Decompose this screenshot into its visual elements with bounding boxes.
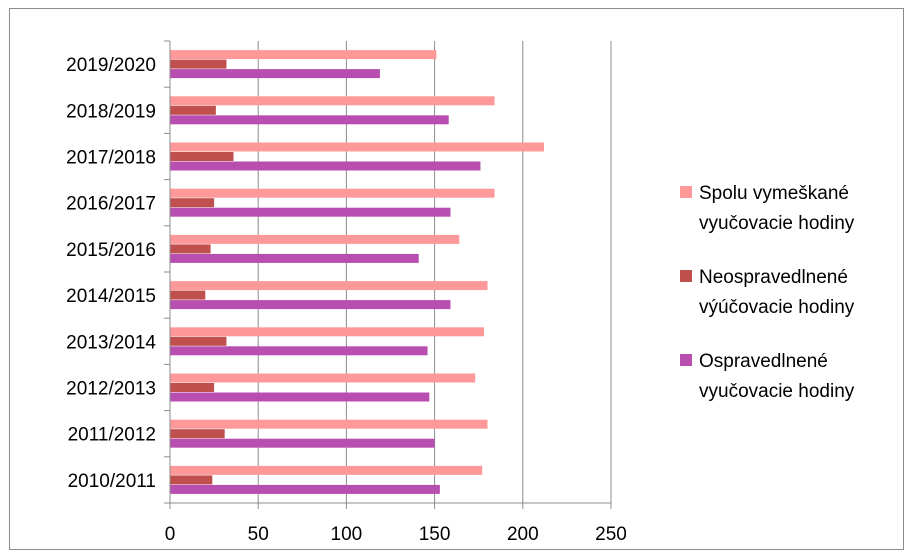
- bar-series2-2014-2015: [170, 290, 206, 300]
- x-tick-label-50: 50: [248, 524, 269, 545]
- category-label-2010-2011: 2010/2011: [68, 471, 156, 492]
- x-tick-label-0: 0: [165, 524, 176, 545]
- bar-series2-2012-2013: [170, 383, 215, 392]
- bar-series1-2016-2017: [170, 188, 495, 198]
- bar-series2-2018-2019: [170, 105, 216, 115]
- bar-series1-2019-2020: [170, 50, 437, 60]
- x-tick-label-250: 250: [595, 524, 627, 545]
- bar-series3-2019-2020: [170, 69, 380, 79]
- x-tick-label-200: 200: [507, 524, 539, 545]
- bar-series2-2013-2014: [170, 336, 227, 346]
- gridlines: [257, 41, 612, 503]
- bar-series3-2012-2013: [170, 392, 430, 402]
- category-label-2014-2015: 2014/2015: [66, 286, 156, 307]
- category-label-2011-2012: 2011/2012: [68, 425, 156, 446]
- bar-series3-2016-2017: [170, 207, 451, 217]
- bar-series2-2011-2012: [170, 429, 225, 439]
- legend-label-1: Spolu vymeškané: [699, 183, 849, 204]
- legend-label-3: Ospravedlnené: [699, 351, 828, 372]
- bar-series2-2017-2018: [170, 152, 234, 161]
- bar-series3-2018-2019: [170, 115, 449, 125]
- legend-label-1: vyučovacie hodiny: [699, 213, 855, 234]
- category-label-2019-2020: 2019/2020: [66, 55, 156, 76]
- bar-series2-2019-2020: [170, 59, 227, 69]
- legend-label-2: Neospravedlnené: [699, 267, 848, 288]
- category-labels: 2010/2011 2011/2012 2012/2013 2013/2014 2014…: [66, 55, 156, 492]
- bar-series1-2017-2018: [170, 142, 544, 152]
- legend-swatch-2: [680, 270, 692, 282]
- bar-series1-2014-2015: [170, 281, 488, 291]
- bar-series1-2012-2013: [170, 373, 476, 383]
- x-tick-label-100: 100: [331, 524, 363, 545]
- legend-label-3: vyučovacie hodiny: [699, 381, 855, 402]
- bar-series3-2017-2018: [170, 161, 481, 171]
- bar-series3-2010-2011: [170, 484, 440, 494]
- category-label-2012-2013: 2012/2013: [66, 379, 156, 400]
- legend-label-2: výúčovacie hodiny: [699, 297, 855, 318]
- category-label-2013-2014: 2013/2014: [66, 332, 156, 353]
- category-label-2015-2016: 2015/2016: [66, 240, 156, 261]
- legend-swatch-1: [680, 186, 692, 198]
- bar-series1-2018-2019: [170, 96, 495, 106]
- bar-series3-2015-2016: [170, 253, 419, 263]
- legend-swatch-3: [680, 354, 692, 366]
- bar-series1-2010-2011: [170, 465, 483, 475]
- x-tick-labels: 0 50 100 150 200 250: [165, 524, 627, 545]
- bar-series2-2010-2011: [170, 475, 213, 485]
- bar-series1-2015-2016: [170, 234, 460, 244]
- bars: [170, 50, 544, 494]
- bar-series3-2011-2012: [170, 438, 435, 448]
- category-label-2016-2017: 2016/2017: [66, 194, 156, 215]
- bar-series2-2016-2017: [170, 198, 215, 208]
- bar-series3-2013-2014: [170, 346, 428, 356]
- category-label-2017-2018: 2017/2018: [66, 148, 156, 169]
- bar-series1-2011-2012: [170, 419, 488, 429]
- bar-series2-2015-2016: [170, 244, 211, 254]
- legend: Spolu vymeškané vyučovacie hodiny Neosprav…: [680, 183, 855, 402]
- x-tick-label-150: 150: [419, 524, 451, 545]
- category-label-2018-2019: 2018/2019: [66, 101, 156, 122]
- bar-series1-2013-2014: [170, 327, 484, 337]
- bar-series3-2014-2015: [170, 300, 451, 310]
- axes: [164, 40, 612, 509]
